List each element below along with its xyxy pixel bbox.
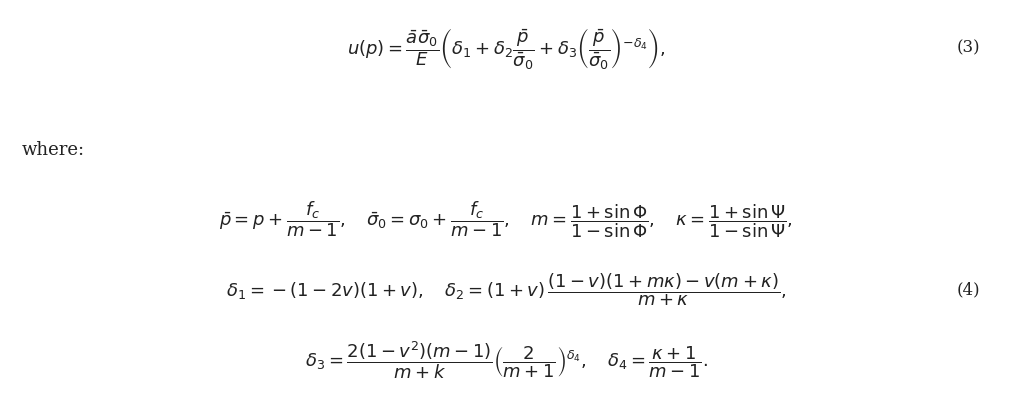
Text: (4): (4) [955,282,980,299]
Text: $u(p) = \dfrac{\bar{a}\bar{\sigma}_0}{E}\left(\delta_1 + \delta_2\dfrac{\bar{p}}: $u(p) = \dfrac{\bar{a}\bar{\sigma}_0}{E}… [347,26,664,71]
Text: $\delta_1 = -(1-2v)(1+v),\quad \delta_2 = (1+v)\,\dfrac{(1-v)(1+m\kappa)-v(m+\ka: $\delta_1 = -(1-2v)(1+v),\quad \delta_2 … [225,272,786,309]
Text: (3): (3) [955,40,980,57]
Text: where:: where: [21,141,85,159]
Text: $\delta_3 = \dfrac{2(1-v^2)(m-1)}{m+k}\left(\dfrac{2}{m+1}\right)^{\delta_4},\qu: $\delta_3 = \dfrac{2(1-v^2)(m-1)}{m+k}\l… [304,340,707,381]
Text: $\bar{p} = p + \dfrac{f_c}{m-1},\quad \bar{\sigma}_0 = \sigma_0 + \dfrac{f_c}{m-: $\bar{p} = p + \dfrac{f_c}{m-1},\quad \b… [218,200,793,240]
